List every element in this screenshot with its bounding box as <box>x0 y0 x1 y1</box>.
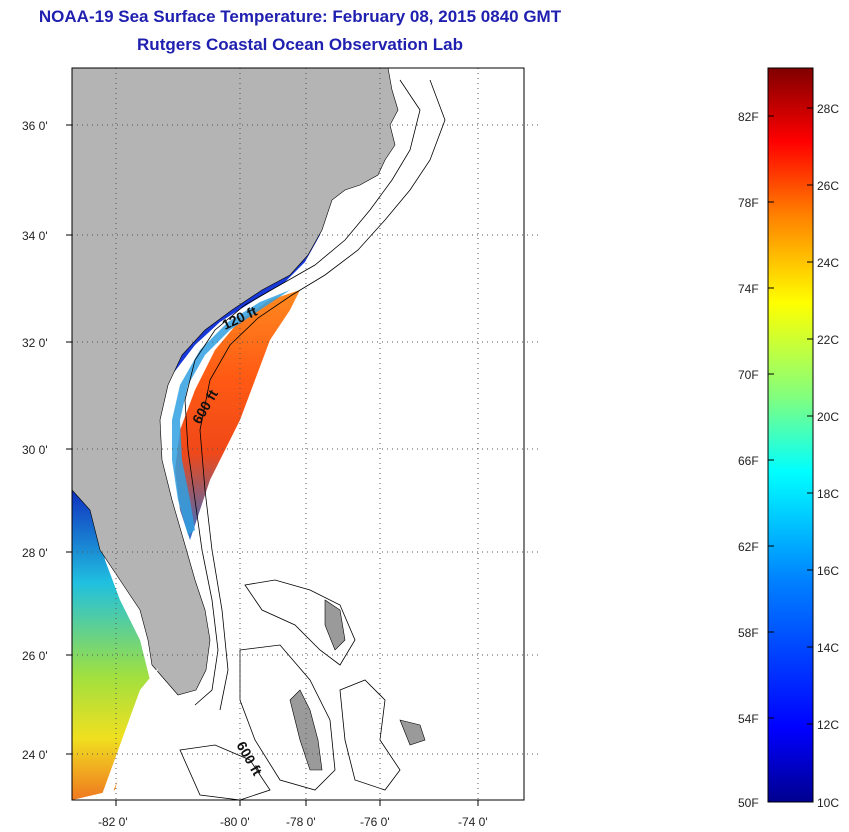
map-subtitle: Rutgers Coastal Ocean Observation Lab <box>137 35 463 54</box>
colorbar-f-label: 58F <box>738 626 759 640</box>
colorbar-c-label: 12C <box>817 718 839 732</box>
colorbar-c-label: 24C <box>817 256 839 270</box>
colorbar-f-label: 66F <box>738 454 759 468</box>
bahamas-island <box>289 689 323 771</box>
colorbar-c-label: 28C <box>817 102 839 116</box>
us-landmass <box>72 68 399 696</box>
map-title: NOAA-19 Sea Surface Temperature: Februar… <box>38 7 562 26</box>
coastal-mid-band <box>172 290 290 535</box>
data-gap <box>100 668 158 800</box>
lat-label: 34 0' <box>22 229 48 243</box>
colorbar-c-label: 26C <box>817 179 839 193</box>
colorbar-c-label: 22C <box>817 333 839 347</box>
colorbar-ticks <box>768 107 813 725</box>
lat-label: 36 0' <box>22 119 48 133</box>
colorbar-c-label: 10C <box>817 796 839 810</box>
lat-label: 24 0' <box>22 748 48 762</box>
temperature-colorbar <box>767 67 814 803</box>
colorbar-c-label: 20C <box>817 410 839 424</box>
colorbar-c-label: 16C <box>817 564 839 578</box>
bahamas-island <box>324 599 346 651</box>
lon-label: -74 0' <box>458 815 488 829</box>
axis-ticks <box>66 124 479 806</box>
lat-label: 32 0' <box>22 336 48 350</box>
colorbar-f-label: 78F <box>738 196 759 210</box>
bahamas-island <box>399 719 426 746</box>
lon-label: -78 0' <box>286 815 316 829</box>
bathymetry-contours <box>179 79 446 800</box>
colorbar-f-label: 82F <box>738 110 759 124</box>
lon-label: -76 0' <box>360 815 390 829</box>
lat-label: 30 0' <box>22 443 48 457</box>
lon-label: -82 0' <box>98 815 128 829</box>
colorbar-f-label: 74F <box>738 282 759 296</box>
colorbar-f-label: 70F <box>738 368 759 382</box>
colorbar-f-label: 54F <box>738 712 759 726</box>
colorbar-f-label: 62F <box>738 540 759 554</box>
colorbar-f-label: 50F <box>738 796 759 810</box>
lat-label: 26 0' <box>22 649 48 663</box>
lon-label: -80 0' <box>220 815 250 829</box>
atlantic-sst-swath <box>175 290 300 540</box>
colorbar-c-label: 18C <box>817 487 839 501</box>
colorbar-c-label: 14C <box>817 641 839 655</box>
graticule <box>72 68 540 800</box>
lat-label: 28 0' <box>22 546 48 560</box>
